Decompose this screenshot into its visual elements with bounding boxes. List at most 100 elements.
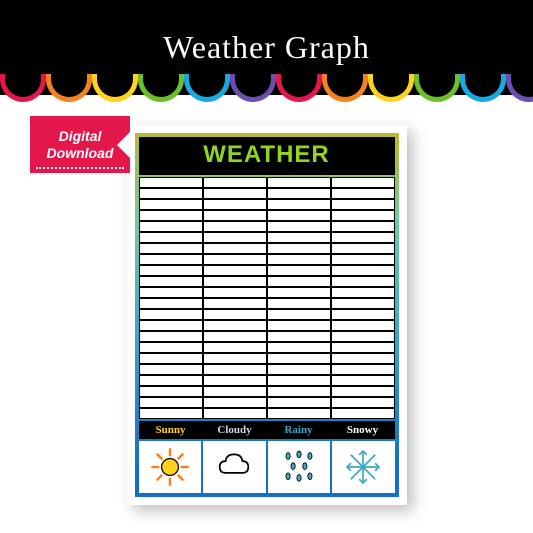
scallop-border [0,74,533,114]
grid-cell [203,320,267,331]
scallop [184,74,230,102]
grid-cell [267,386,331,397]
grid-cell [139,353,203,364]
grid-cell [331,353,395,364]
grid-cell [331,188,395,199]
grid-cell [203,331,267,342]
grid-cell [267,375,331,386]
grid-cell [139,287,203,298]
graph-grid [139,177,395,419]
grid-cell [203,254,267,265]
grid-cell [139,309,203,320]
grid-cell [331,177,395,188]
grid-cell [203,210,267,221]
badge-line-1: Digital [59,128,102,145]
grid-cell [267,331,331,342]
grid-cell [331,331,395,342]
grid-cell [139,254,203,265]
grid-cell [267,309,331,320]
scallop [506,74,533,102]
grid-cell [203,243,267,254]
grid-cell [331,364,395,375]
worksheet-inner: WEATHER SunnyCloudyRainySnowy [135,133,399,497]
grid-cell [203,408,267,419]
grid-cell [203,298,267,309]
grid-cell [139,199,203,210]
grid-cell [139,342,203,353]
grid-cell [139,298,203,309]
sun-icon [139,441,202,493]
grid-cell [139,386,203,397]
grid-cell [267,188,331,199]
snow-icon [332,441,395,493]
grid-cell [139,364,203,375]
grid-cell [203,265,267,276]
grid-cell [267,287,331,298]
scallop [322,74,368,102]
page-title: Weather Graph [163,29,370,66]
scallop [414,74,460,102]
grid-cell [203,232,267,243]
grid-cell [139,276,203,287]
grid-cell [267,397,331,408]
grid-cell [331,221,395,232]
grid-cell [267,342,331,353]
grid-cell [267,276,331,287]
grid-cell [203,342,267,353]
grid-cell [203,375,267,386]
scallop [230,74,276,102]
grid-cell [331,210,395,221]
scallop [276,74,322,102]
grid-cell [267,177,331,188]
rain-icon [268,441,331,493]
category-label-rainy: Rainy [267,421,331,439]
grid-cell [267,243,331,254]
grid-cell [267,320,331,331]
grid-cell [203,353,267,364]
cloud-icon [203,441,266,493]
scallop [460,74,506,102]
grid-cell [139,232,203,243]
grid-cell [203,364,267,375]
grid-cell [203,386,267,397]
grid-cell [203,177,267,188]
grid-cell [139,221,203,232]
grid-cell [331,276,395,287]
grid-cell [267,408,331,419]
grid-cell [139,397,203,408]
grid-cell [267,298,331,309]
grid-cell [331,397,395,408]
scallop [46,74,92,102]
scallop [92,74,138,102]
category-label-sunny: Sunny [139,421,203,439]
grid-cell [139,375,203,386]
grid-cell [331,254,395,265]
badge-line-2: Download [47,145,114,162]
grid-cell [139,408,203,419]
grid-cell [267,232,331,243]
category-icons-row [139,441,395,493]
grid-cell [331,287,395,298]
grid-cell [203,397,267,408]
badge-notch [117,131,131,159]
grid-cell [203,309,267,320]
grid-cell [139,265,203,276]
grid-cell [331,232,395,243]
grid-cell [331,309,395,320]
category-label-snowy: Snowy [331,421,395,439]
grid-cell [267,265,331,276]
grid-cell [331,342,395,353]
grid-cell [139,188,203,199]
grid-cell [331,386,395,397]
grid-cell [203,276,267,287]
worksheet-title-bar: WEATHER [139,137,395,175]
grid-cell [267,210,331,221]
grid-cell [331,243,395,254]
grid-cell [331,408,395,419]
grid-cell [331,375,395,386]
grid-cell [139,331,203,342]
category-label-cloudy: Cloudy [203,421,267,439]
grid-cell [267,364,331,375]
grid-cell [139,243,203,254]
worksheet-title: WEATHER [139,141,395,169]
